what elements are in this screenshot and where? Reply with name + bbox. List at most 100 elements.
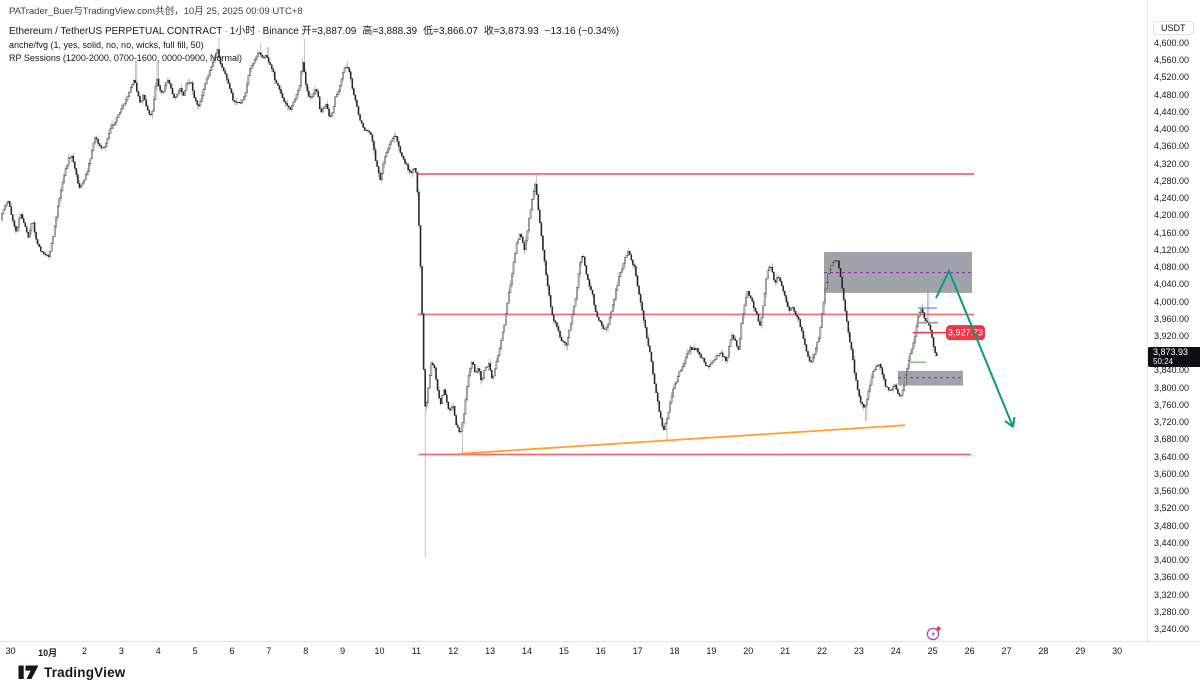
price-tick-label: 4,360.00 <box>1154 141 1190 152</box>
attribution-text: PATrader_Buer与TradingView.com共创，10月 25, … <box>9 6 303 17</box>
horizontal-level-lines[interactable] <box>418 173 974 456</box>
tradingview-logo-text: TradingView <box>44 665 126 680</box>
price-tick-label: 4,520.00 <box>1154 72 1190 83</box>
candlestick-series <box>1 49 938 433</box>
projection-arrow[interactable] <box>935 268 1014 428</box>
symbol-name[interactable]: Ethereum / TetherUS PERPETUAL CONTRACT <box>9 26 223 37</box>
price-tick-label: 3,560.00 <box>1154 486 1190 497</box>
ohlc-change: −13.16 (−0.34%) <box>544 26 620 37</box>
price-tick-label: 3,520.00 <box>1154 503 1190 514</box>
price-tick-label: 4,400.00 <box>1154 124 1190 135</box>
date-tick-label: 21 <box>780 646 791 656</box>
price-tick-label: 4,480.00 <box>1154 89 1190 100</box>
price-tick-label: 4,000.00 <box>1154 296 1190 307</box>
candlestick-chart[interactable]: 3,927.73 <box>0 0 1147 641</box>
price-tag-text: 3,927.73 <box>948 328 983 338</box>
date-tick-label: 18 <box>669 646 680 656</box>
date-tick-label: 20 <box>743 646 754 656</box>
last-price-label: 3,873.93 50:24 <box>1148 347 1200 368</box>
last-price-value: 3,873.93 <box>1153 347 1189 358</box>
price-tick-label: 4,600.00 <box>1154 38 1190 48</box>
ohlc-open: 开=3,887.09 <box>301 26 357 37</box>
price-tick-label: 4,040.00 <box>1154 279 1190 290</box>
price-tick-label: 4,240.00 <box>1154 193 1190 204</box>
date-tick-label: 25 <box>927 646 938 656</box>
indicator-legend-fvg[interactable]: anche/fvg (1, yes, solid, no, no, wicks,… <box>9 40 204 50</box>
fvg-level-dashes <box>908 307 938 364</box>
ohlc-low: 低=3,866.07 <box>423 26 478 37</box>
date-tick-label: 27 <box>1001 646 1012 656</box>
date-tick-label: 19 <box>706 646 717 656</box>
price-tick-label: 3,320.00 <box>1154 589 1190 600</box>
price-tick-label: 3,480.00 <box>1154 520 1190 531</box>
date-tick-label: 29 <box>1075 646 1086 656</box>
date-tick-label: 17 <box>632 646 643 656</box>
date-tick-label: 30 <box>1112 646 1123 656</box>
price-tick-label: 4,160.00 <box>1154 227 1190 238</box>
price-tick-label: 4,200.00 <box>1154 210 1190 221</box>
currency-toggle[interactable]: USDT <box>1153 21 1194 35</box>
date-tick-label: 26 <box>964 646 975 656</box>
price-tick-label: 3,240.00 <box>1154 624 1190 634</box>
date-tick-label: 13 <box>485 646 496 656</box>
date-tick-label: 6 <box>229 646 235 656</box>
date-tick-label: 23 <box>853 646 864 656</box>
ohlc-high: 高=3,888.39 <box>362 26 418 37</box>
date-tick-label: 7 <box>266 646 272 656</box>
date-tick-label: 30 <box>5 646 16 656</box>
date-tick-label: 28 <box>1038 646 1049 656</box>
price-tick-label: 3,640.00 <box>1154 451 1190 462</box>
date-tick-label: 10月 <box>38 648 58 658</box>
tradingview-logo-icon <box>18 665 39 679</box>
ohlc-values: 开=3,887.09 高=3,888.39 低=3,866.07 收=3,873.93… <box>302 26 626 37</box>
bar-countdown: 50:24 <box>1153 356 1174 366</box>
price-tick-label: 3,920.00 <box>1154 331 1190 341</box>
event-lightning-icon[interactable] <box>926 626 942 641</box>
price-tick-label: 3,280.00 <box>1154 606 1190 617</box>
date-tick-label: 16 <box>595 646 606 656</box>
arrow-head <box>1004 420 1014 428</box>
price-tick-label: 3,760.00 <box>1154 399 1190 410</box>
price-tick-label: 3,800.00 <box>1154 382 1190 393</box>
candle-wicks <box>1 37 937 558</box>
indicator-legend-rp-sessions[interactable]: RP Sessions (1200-2000, 0700-1600, 0000-… <box>9 52 242 63</box>
date-tick-label: 12 <box>448 646 459 656</box>
date-tick-label: 4 <box>155 646 161 656</box>
date-tick-label: 2 <box>81 646 87 656</box>
price-axis[interactable]: USDT 4,600.00 4,560.00 4,520.00 4,480.00 4,4… <box>1147 0 1200 641</box>
trend-line[interactable] <box>460 424 906 455</box>
price-tick-label: 3,960.00 <box>1154 313 1190 324</box>
tradingview-logo[interactable]: TradingView <box>18 665 125 680</box>
date-tick-label: 10 <box>374 646 385 656</box>
price-tick-label: 4,560.00 <box>1154 55 1190 66</box>
symbol-line[interactable]: Ethereum / TetherUS PERPETUAL CONTRACT · 1… <box>9 22 625 37</box>
ohlc-close: 收=3,873.93 <box>483 26 539 37</box>
date-tick-label: 5 <box>192 646 198 656</box>
price-tick-label: 4,280.00 <box>1154 175 1190 186</box>
date-tick-label: 3 <box>118 646 124 656</box>
price-tick-label: 3,840.00 <box>1154 365 1190 376</box>
date-tick-label: 24 <box>890 646 901 656</box>
time-axis[interactable]: 30 10月 2 3 4 5 6 7 8 9 10 11 12 13 14 15 16 17 18 19 20 21 22 2… <box>0 641 1200 690</box>
date-tick-label: 8 <box>303 646 309 656</box>
separator-dot: · <box>257 26 261 37</box>
price-tick-label: 3,440.00 <box>1154 537 1190 548</box>
date-tick-label: 22 <box>817 646 828 656</box>
price-tick-label: 4,440.00 <box>1154 106 1190 117</box>
price-tick-label: 3,600.00 <box>1154 468 1190 479</box>
timeframe[interactable]: 1小时 <box>229 26 256 37</box>
price-tick-label: 4,080.00 <box>1154 262 1190 273</box>
price-tick-label: 3,680.00 <box>1154 434 1190 445</box>
separator-dot: · <box>224 26 228 37</box>
chart-pane[interactable]: 3,927.73 PATrader_Buer与TradingView.com共创… <box>0 0 1147 680</box>
price-tick-label: 3,360.00 <box>1154 572 1190 583</box>
date-tick-label: 11 <box>411 646 422 656</box>
price-tick-label: 4,320.00 <box>1154 158 1190 169</box>
price-tick-label: 3,720.00 <box>1154 417 1190 428</box>
price-tick-label: 3,400.00 <box>1154 555 1190 566</box>
date-tick-label: 15 <box>558 646 569 656</box>
chart-header: PATrader_Buer与TradingView.com共创，10月 25, … <box>9 3 625 65</box>
exchange[interactable]: Binance <box>262 26 299 37</box>
date-tick-label: 14 <box>522 646 533 656</box>
